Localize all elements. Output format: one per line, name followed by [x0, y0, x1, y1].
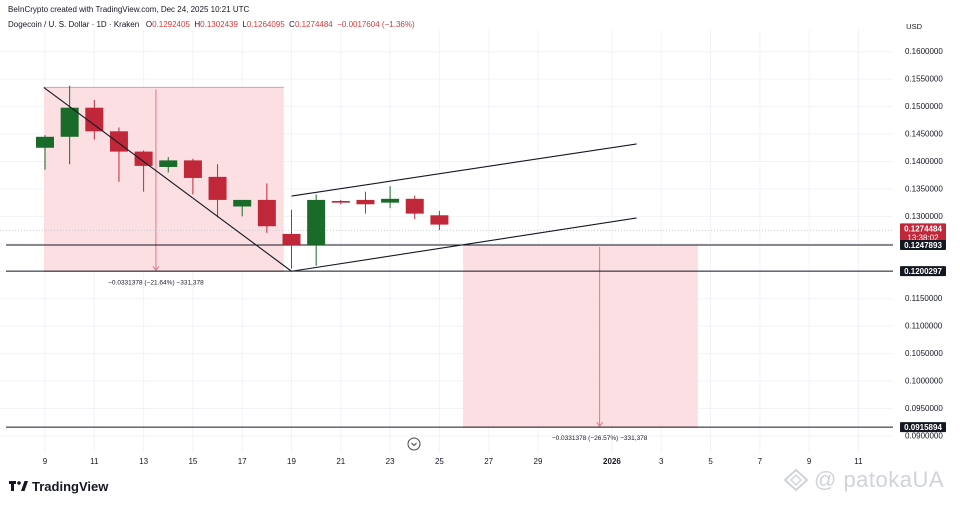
y-tick-label: 0.1150000	[905, 294, 943, 303]
candles	[36, 85, 449, 269]
hline-price-tag-bg	[900, 266, 946, 277]
chart-credit: BeInCrypto created with TradingView.com,…	[8, 5, 250, 14]
open-value: 0.1292405	[152, 20, 190, 29]
hline-price-tag-bg	[900, 422, 946, 433]
close-label: C	[289, 20, 295, 29]
candle-body	[257, 199, 276, 227]
zone-arrow-head	[596, 421, 604, 428]
candle-body	[134, 151, 153, 166]
low-label: L	[242, 20, 247, 29]
x-tick-label: 9	[43, 457, 48, 466]
x-tick-label: 19	[287, 457, 296, 466]
zone-arrow-head	[152, 265, 160, 272]
candle-body	[282, 233, 301, 245]
hline-price-tag: 0.0915894	[904, 423, 942, 432]
candle-body	[307, 199, 326, 245]
tradingview-wordmark: TradingView	[32, 479, 109, 494]
y-tick-label: 0.1300000	[905, 212, 943, 221]
x-tick-label: 29	[534, 457, 543, 466]
y-tick-label: 0.1100000	[905, 322, 943, 331]
countdown-label: 13:38:02	[907, 233, 939, 242]
candle-body	[109, 131, 128, 152]
y-tick-label: 0.0950000	[905, 404, 943, 413]
candle-body	[381, 198, 400, 203]
y-tick-label: 0.1350000	[905, 184, 943, 193]
candle-body	[159, 160, 178, 167]
y-tick-label: 0.0900000	[905, 431, 943, 440]
x-tick-label: 23	[386, 457, 395, 466]
candle-body	[208, 176, 227, 200]
y-tick-label: 0.1400000	[905, 157, 943, 166]
high-label: H	[194, 20, 201, 29]
trend-line	[43, 86, 292, 272]
symbol-name[interactable]: Dogecoin / U. S. Dollar · 1D · Kraken	[8, 20, 140, 29]
candle-body	[430, 215, 449, 225]
y-tick-label: 0.1450000	[905, 130, 943, 139]
x-tick-label: 2026	[603, 457, 621, 466]
x-tick-label: 9	[807, 457, 812, 466]
x-tick-label: 21	[336, 457, 345, 466]
y-tick-label: 0.1600000	[905, 47, 943, 56]
currency-label[interactable]: USD	[906, 22, 922, 31]
trend-lines	[43, 86, 637, 272]
x-axis[interactable]: 9 11 13 15 17 19 21 23 25 27 29 2026 3 5 7 9 11	[43, 457, 863, 466]
y-tick-label: 0.1050000	[905, 349, 943, 358]
y-tick-label: 0.1550000	[905, 75, 943, 84]
candle-body	[85, 107, 104, 132]
x-tick-label: 11	[90, 457, 99, 466]
candle-body	[233, 199, 252, 207]
candle-body	[60, 107, 79, 137]
watermark-text: @ patokaUA	[814, 467, 945, 492]
zone-label: −0.0331378 (−21.64%) −331,378	[108, 279, 204, 286]
candle-body	[331, 201, 350, 203]
change-value: −0.0017604 (−1.36%)	[337, 20, 415, 29]
measure-zone	[44, 87, 284, 272]
x-tick-label: 7	[758, 457, 763, 466]
hline-price-tag: 0.1247893	[904, 241, 942, 250]
x-tick-label: 5	[708, 457, 713, 466]
x-tick-label: 11	[854, 457, 863, 466]
candle-body	[405, 198, 424, 214]
y-tick-label: 0.1000000	[905, 377, 943, 386]
close-value: 0.1274484	[294, 20, 333, 29]
high-value: 0.1302439	[200, 20, 238, 29]
tradingview-logo-icon	[9, 481, 28, 491]
last-price-tag: 0.1274484	[904, 224, 942, 233]
hline-price-tag-bg	[900, 239, 946, 250]
x-tick-label: 27	[484, 457, 493, 466]
symbol-legend: Dogecoin / U. S. Dollar · 1D · Kraken O0…	[8, 20, 415, 29]
hline-price-tag: 0.1200297	[904, 267, 942, 276]
watermark-diamond-icon	[784, 469, 808, 491]
x-tick-label: 13	[139, 457, 148, 466]
trend-line	[291, 143, 637, 197]
candle-body	[356, 199, 375, 205]
y-tick-label: 0.1500000	[905, 102, 943, 111]
goto-realtime-icon[interactable]	[407, 437, 421, 451]
x-tick-label: 15	[188, 457, 197, 466]
last-price-tag-bg	[900, 223, 946, 243]
x-tick-label: 3	[659, 457, 664, 466]
horizontal-lines	[0, 229, 893, 428]
open-label: O	[145, 20, 153, 29]
candle-body	[36, 136, 54, 148]
low-value: 0.1264095	[246, 20, 285, 29]
trend-line	[291, 217, 637, 272]
measure-zones: −0.0331378 (−21.64%) −331,378 −0.0331378 …	[44, 86, 698, 442]
x-tick-label: 17	[238, 457, 247, 466]
zone-label: −0.0331378 (−26.57%) −331,378	[552, 435, 648, 442]
candle-body	[183, 160, 202, 178]
measure-zone	[463, 244, 698, 428]
tradingview-logo[interactable]: TradingView	[9, 479, 108, 494]
x-tick-label: 25	[435, 457, 444, 466]
author-watermark: @ patokaUA	[784, 467, 944, 493]
